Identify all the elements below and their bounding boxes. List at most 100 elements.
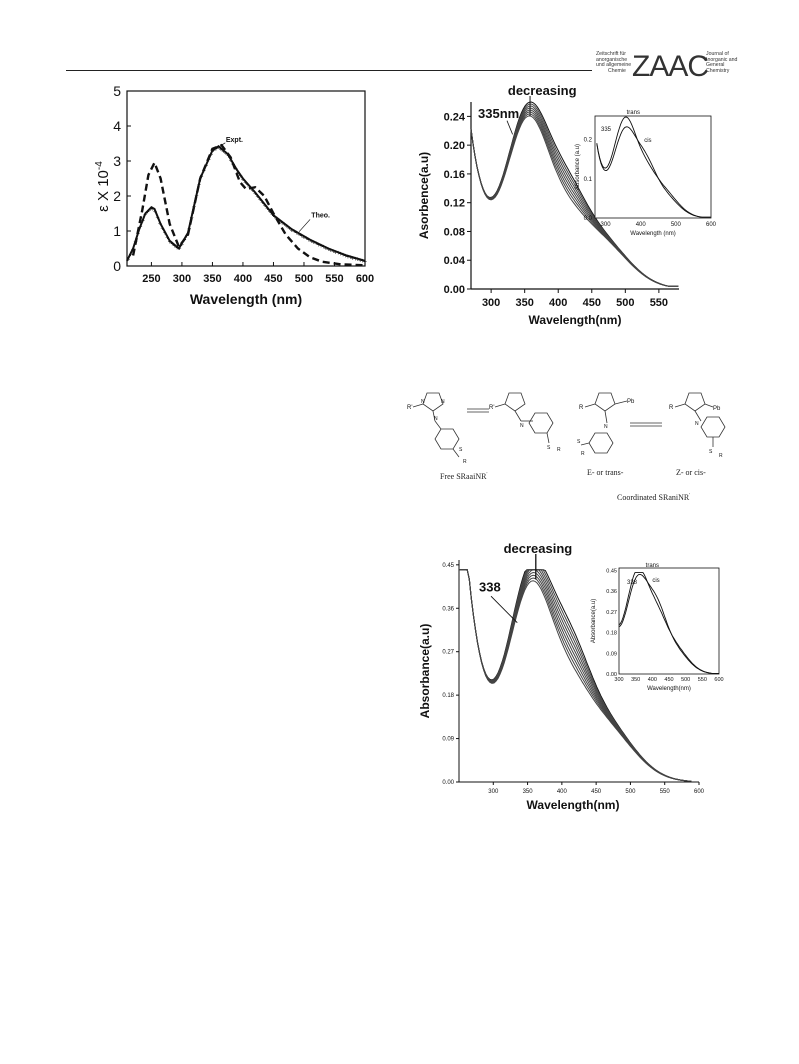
expt-point-marker: + [173, 243, 177, 250]
expt-point-marker: + [168, 239, 172, 246]
header-rule [66, 70, 592, 71]
atom-label: R' [489, 405, 494, 411]
inset-label-cis: cis [652, 578, 659, 584]
expt-point-marker: + [329, 247, 333, 254]
atom-label: N [441, 399, 445, 405]
expt-point-marker: + [212, 148, 216, 155]
y-tick-label: 5 [113, 83, 121, 99]
x-tick-label: 350 [203, 273, 221, 285]
expt-point-marker: + [341, 252, 345, 259]
expt-point-marker: + [209, 151, 213, 158]
expt-point-marker: + [226, 153, 230, 160]
inset-x-tick-label: 600 [706, 222, 717, 228]
expt-point-marker: + [136, 231, 140, 238]
inset-label-338: 338 [627, 580, 638, 586]
expt-point-marker: + [238, 173, 242, 180]
expt-point-marker: + [126, 256, 130, 263]
expt-point-marker: + [292, 229, 296, 236]
expt-point-marker: + [278, 218, 282, 225]
isomerization-scheme: R' N N N S R R' N S R R Pb N S R [407, 392, 726, 465]
x-tick-label: 400 [557, 789, 568, 795]
inset-x-tick-label: 400 [648, 677, 657, 683]
expt-point-marker: + [151, 206, 155, 213]
y-tick-label: 1 [113, 223, 121, 239]
spectrum-trace [459, 569, 692, 782]
journal-name-right: Journal of Inorganic and General Chemistry [706, 51, 738, 74]
epsilon-spectrum-chart: 0 1 2 3 4 5 250 300 350 400 450 500 550 600 Wavelength… [94, 83, 374, 307]
y-tick-label: 2 [113, 188, 121, 204]
expt-point-marker: + [356, 257, 360, 264]
journal-name-left: Zeitschrift für anorganische und allgemei… [596, 51, 632, 74]
expt-point-marker: + [256, 194, 260, 201]
y-tick-label: 0.24 [444, 111, 466, 123]
journal-abbrev: ZAAC [632, 50, 709, 83]
atom-label: R' [407, 405, 412, 411]
inset-label-cis: cis [644, 138, 651, 144]
coordinated-z-structure: R Pb N S R [669, 392, 726, 459]
expt-point-marker: + [195, 193, 199, 200]
expt-point-marker: + [158, 220, 162, 227]
x-tick-label: 550 [660, 789, 671, 795]
equilibrium-arrow [467, 408, 489, 413]
atom-label: R [463, 459, 467, 465]
atom-label: N [421, 399, 425, 405]
y-tick-label: 0.08 [444, 226, 465, 238]
expt-point-marker: + [312, 240, 316, 247]
atom-label: S [709, 449, 713, 455]
atom-label: R [579, 405, 584, 411]
x-tick-label: 500 [616, 297, 634, 309]
x-tick-label: 500 [295, 273, 313, 285]
y-tick-label: 0.00 [444, 284, 465, 296]
y-tick-label: 0.09 [442, 737, 454, 743]
x-tick-label: 350 [515, 297, 533, 309]
expt-point-marker: + [280, 220, 284, 227]
expt-point-marker: + [326, 247, 330, 254]
expt-point-marker: + [260, 200, 264, 207]
expt-point-marker: + [141, 218, 145, 225]
expt-point-marker: + [241, 177, 245, 184]
expt-point-marker: + [331, 248, 335, 255]
y-tick-label: 0.16 [444, 169, 465, 181]
expt-point-marker: + [295, 230, 299, 237]
expt-point-marker: + [236, 170, 240, 177]
x-axis-label: Wavelength(nm) [527, 798, 620, 812]
annotation-expt: Expt. [226, 137, 243, 144]
annotation-expt-pointer [219, 142, 226, 147]
annotation-338: 338 [479, 579, 501, 594]
y-tick-label: 0.45 [442, 563, 454, 569]
expt-point-marker: + [343, 253, 347, 260]
inset-x-axis-label: Wavelength(nm) [647, 686, 691, 692]
inset-y-tick-label: 0.18 [606, 631, 617, 637]
expt-point-marker: + [160, 225, 164, 232]
inset-x-tick-label: 350 [631, 677, 640, 683]
expt-point-marker: + [324, 245, 328, 252]
expt-point-marker: + [243, 179, 247, 186]
expt-point-marker: + [234, 166, 238, 173]
inset-x-tick-label: 450 [664, 677, 673, 683]
inset-x-tick-label: 500 [671, 222, 682, 228]
inset-y-tick-label: 0.09 [606, 651, 617, 657]
expt-point-marker: + [197, 182, 201, 189]
expt-point-marker: + [334, 249, 338, 256]
y-tick-label: 0.12 [444, 198, 465, 210]
atom-label: Pb [713, 406, 721, 412]
x-tick-label: 350 [523, 789, 534, 795]
expt-point-marker: + [299, 233, 303, 240]
inset-x-tick-label: 400 [636, 222, 647, 228]
y-axis-label: ε X 10-4 [94, 161, 112, 212]
inset-x-tick-label: 300 [601, 222, 612, 228]
expt-point-marker: + [319, 243, 323, 250]
y-tick-label: 0.27 [442, 650, 454, 656]
expt-point-marker: + [165, 234, 169, 241]
expt-point-marker: + [363, 259, 367, 266]
expt-point-marker: + [129, 251, 133, 258]
expt-point-marker: + [155, 214, 159, 221]
atom-label: S [547, 445, 551, 451]
expt-point-marker: + [214, 146, 218, 153]
expt-point-marker: + [346, 254, 350, 261]
atom-label: N [434, 416, 438, 422]
inset-x-tick-label: 550 [698, 677, 707, 683]
expt-point-marker: + [251, 188, 255, 195]
x-tick-label: 550 [650, 297, 668, 309]
inset-y-tick-label: 0.0 [584, 216, 593, 222]
